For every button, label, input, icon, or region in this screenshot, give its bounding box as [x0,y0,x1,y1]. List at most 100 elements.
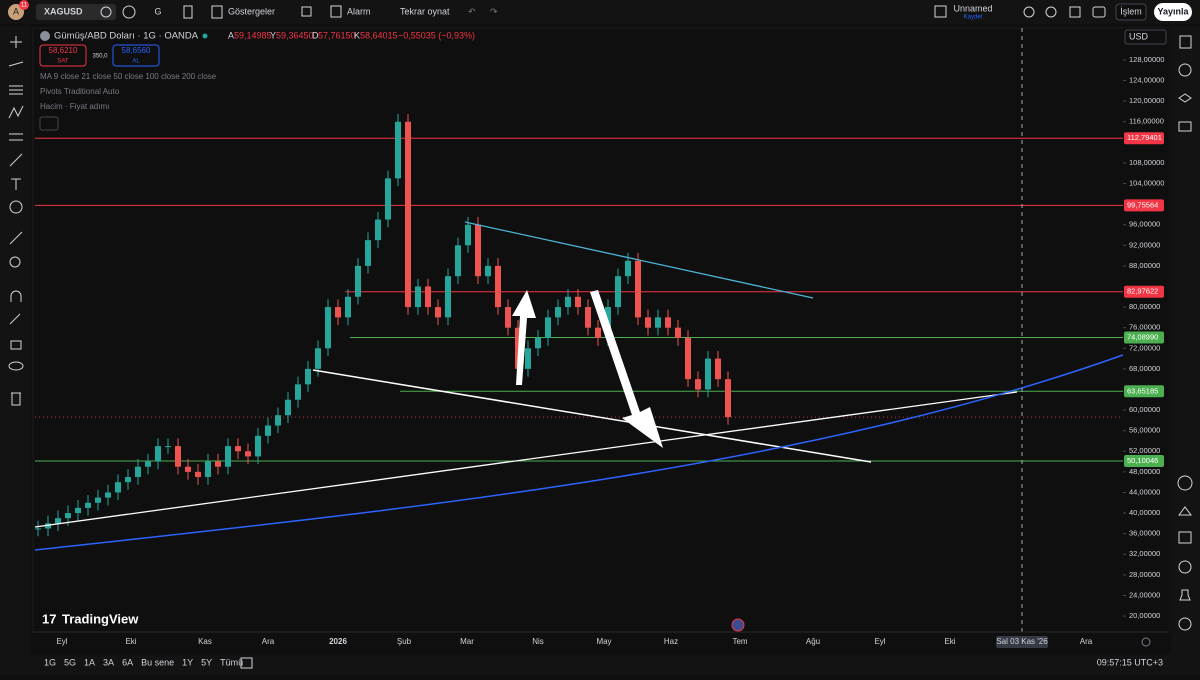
price-axis [1123,28,1169,632]
lock-drawing-tool[interactable] [9,313,21,325]
spread: 350,0 [92,54,108,60]
indicator[interactable]: Hacim · Fiyat adımı [40,102,109,111]
hotlist-button[interactable] [1178,560,1192,574]
alerts-button[interactable] [1178,63,1192,77]
chart-type-button[interactable] [183,5,193,19]
arrow-up[interactable] [512,290,536,385]
notifications-button[interactable] [1179,589,1191,601]
data-window-button[interactable] [1177,475,1193,491]
buy-price: 58,6560 [122,46,151,55]
pattern-tool[interactable] [8,105,24,119]
compare-button[interactable] [122,5,136,19]
layout-name[interactable]: Unnamed [953,3,992,13]
buy-button[interactable] [112,44,160,67]
lock-tool[interactable] [10,340,22,350]
price-label: 36,00000 [1129,529,1160,538]
candle [595,327,601,338]
candle [175,446,181,467]
candle [275,415,281,426]
arrow-down[interactable] [590,290,663,448]
candle [475,224,481,277]
icon-tool[interactable] [9,200,23,214]
fib-tool[interactable] [9,85,23,95]
candle [585,307,591,328]
layouts-button[interactable] [301,6,312,17]
ohlc-value: 57,76150 [318,30,356,40]
redo[interactable]: ↷ [490,6,498,16]
help-button[interactable] [1178,617,1192,631]
axis-settings[interactable] [1141,637,1151,647]
measure-tool[interactable] [9,231,23,245]
candle [305,368,311,385]
price-label: 52,00000 [1129,446,1160,455]
indicators-button[interactable]: Göstergeler [228,6,275,16]
layout-checkbox[interactable] [934,5,947,18]
calendar-button[interactable] [1178,531,1192,544]
alert-button[interactable]: Alarm [347,6,371,16]
chat-button[interactable] [1178,121,1192,132]
price-label: 48,00000 [1129,467,1160,476]
visibility-tool[interactable] [8,361,24,371]
symbol-icon [100,6,112,18]
indicator[interactable]: Pivots Traditional Auto [40,87,120,96]
range-button[interactable]: 5G [64,657,76,667]
snapshot-button[interactable] [1092,6,1106,18]
range-button[interactable]: 6A [122,657,133,667]
range-button[interactable]: 1Y [182,657,193,667]
line-tool[interactable] [8,61,24,67]
fullscreen-button[interactable] [1069,6,1081,18]
layers-button[interactable] [1178,93,1192,103]
currency-select[interactable] [1124,29,1167,45]
trend-line-white[interactable] [312,369,872,463]
indicator[interactable]: MA 9 close 21 close 50 close 100 close 2… [40,72,217,81]
undo[interactable]: ↶ [468,6,476,16]
prediction-tool[interactable] [9,133,23,141]
trade-button[interactable]: İşlem [1120,6,1142,16]
candle [575,296,581,308]
support-line-white[interactable] [34,391,1018,528]
watchlist-button[interactable] [1179,35,1192,49]
currency: USD [1129,31,1149,41]
legend-title: Gümüş/ABD Doları · 1G · OANDA [54,31,199,42]
level-label: 50,10046 [1127,456,1158,465]
replay-button[interactable]: Tekrar oynat [400,6,450,16]
candle [65,513,71,519]
range-button[interactable]: Tümü [220,657,243,667]
ohlc-value: 59,36450 [276,30,314,40]
price-label: 44,00000 [1129,487,1160,496]
range-button[interactable]: 1G [44,657,56,667]
symbol-search[interactable] [36,4,116,20]
candle [125,477,131,483]
delete-tool[interactable] [11,392,21,406]
ideas-button[interactable] [1178,506,1192,516]
trend-line-cyan[interactable] [464,221,814,299]
range-button[interactable]: 1A [84,657,95,667]
symbol: XAGUSD [44,6,83,16]
cursor-time-tag [996,636,1048,648]
curve-blue[interactable] [34,354,1124,551]
price-label: 68,00000 [1129,364,1160,373]
publish-button[interactable]: Yayınla [1157,6,1189,16]
ohlc-prefix: Y [270,30,276,40]
event-flag[interactable] [731,618,745,632]
level-label: 99,75564 [1127,200,1158,209]
text-tool[interactable] [11,178,21,190]
range-button[interactable]: 3A [103,657,114,667]
search-button[interactable] [1023,6,1035,18]
range-button[interactable]: 5Y [201,657,212,667]
interval[interactable]: G [154,6,161,16]
goto-date[interactable] [240,657,253,669]
time-label: Kas [198,637,212,646]
range-button[interactable]: Bu sene [141,657,174,667]
sell-button[interactable] [39,44,87,67]
magnet-tool[interactable] [10,290,22,302]
price-label: 56,00000 [1129,426,1160,435]
avatar-letter: A [13,6,19,16]
collapse-legend[interactable] [39,116,59,131]
brush-tool[interactable] [9,153,23,167]
crosshair-tool[interactable] [10,36,22,48]
settings-button[interactable] [1045,6,1057,18]
time-label: Ağu [806,637,820,646]
zoom-tool[interactable] [9,256,21,268]
